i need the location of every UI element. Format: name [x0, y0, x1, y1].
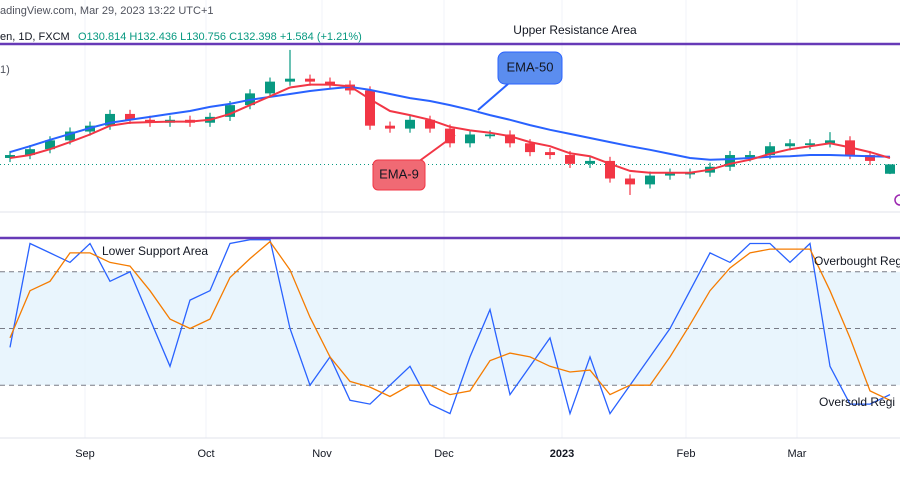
candle-body [45, 140, 55, 150]
candle-body [745, 155, 755, 158]
candle-body [505, 134, 515, 144]
candle-body [665, 172, 675, 176]
callout-box [497, 51, 563, 85]
candle-body [765, 146, 775, 156]
candle-body [725, 155, 735, 167]
marker [894, 194, 900, 206]
candle-body [25, 149, 35, 156]
candle-body [485, 134, 495, 137]
plot [0, 49, 900, 416]
candle-body [645, 175, 655, 185]
candle-body [865, 155, 875, 161]
ema-line [9, 83, 891, 174]
annotation: 1) [0, 64, 10, 76]
candle-body [525, 143, 535, 153]
x-tick-label: Mar [788, 448, 807, 460]
candle-body [465, 134, 475, 144]
callout-arrow [477, 83, 509, 111]
candle-body [225, 105, 235, 117]
candle-body [265, 81, 275, 94]
candle-body [545, 152, 555, 156]
candle-body [405, 119, 415, 129]
legend-label: EMA-9 [379, 166, 419, 181]
oscillator-line [9, 239, 891, 416]
candle-body [105, 113, 115, 126]
candle-body [445, 128, 455, 144]
x-tick-label: Feb [677, 448, 696, 460]
candle-body [425, 119, 435, 129]
oscillator-line [9, 240, 891, 401]
x-tick-label: Dec [434, 448, 454, 460]
annotation: Oversold Regi [819, 395, 895, 409]
ema-line [9, 85, 891, 161]
labels: Sep Oct Nov Dec 2023 Feb Mar Upper Resistance A… [0, 23, 900, 460]
candle-body [5, 155, 15, 158]
ohlc-label: O130.814 H132.436 L130.756 C132.398 +1.5… [78, 31, 362, 43]
candle-body [585, 160, 595, 164]
candle-body [565, 155, 575, 164]
annotation: Lower Support Area [102, 244, 208, 258]
chart-subtitle: adingView.com, Mar 29, 2023 13:22 UTC+1 [0, 5, 214, 17]
candle-body [885, 164, 895, 174]
candle-body [285, 78, 295, 82]
candle-body [65, 131, 75, 141]
annotation: Upper Resistance Area [513, 23, 637, 37]
x-tick-label: Nov [312, 448, 332, 460]
candle-body [785, 143, 795, 147]
candle-body [625, 178, 635, 185]
candle-body [125, 113, 135, 120]
candle-body [305, 78, 315, 82]
candle-body [805, 143, 815, 146]
candle-body [825, 140, 835, 144]
legend-label: EMA-50 [507, 59, 554, 74]
candle-body [605, 160, 615, 179]
callout-box [372, 159, 426, 191]
x-tick-label: 2023 [550, 448, 574, 460]
annotation: Overbought Regi [814, 254, 900, 268]
x-tick-label: Sep [75, 448, 95, 460]
candle-body [325, 81, 335, 85]
chart-title: en, 1D, FXCM [0, 31, 70, 43]
callout-arrow [417, 134, 456, 163]
candle-body [385, 125, 395, 129]
candle-body [365, 90, 375, 126]
x-tick-label: Oct [197, 448, 214, 460]
